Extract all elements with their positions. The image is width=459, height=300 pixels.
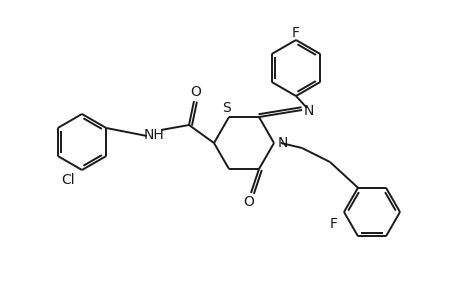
Text: F: F	[291, 26, 299, 40]
Text: Cl: Cl	[61, 173, 75, 187]
Text: N: N	[303, 104, 313, 118]
Text: N: N	[277, 136, 287, 150]
Text: F: F	[329, 217, 337, 231]
Text: O: O	[243, 195, 254, 209]
Text: O: O	[190, 85, 201, 99]
Text: S: S	[222, 101, 231, 115]
Text: NH: NH	[143, 128, 164, 142]
